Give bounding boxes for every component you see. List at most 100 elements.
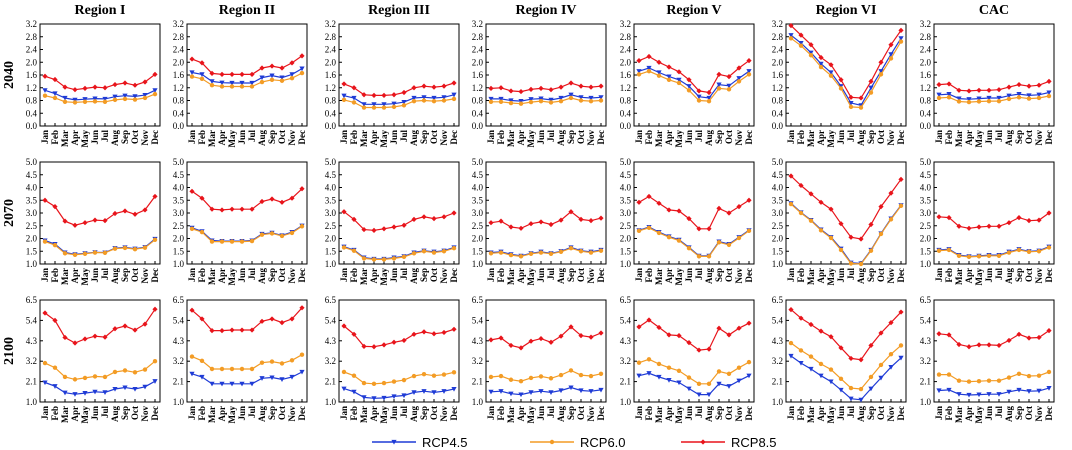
data-point (249, 71, 255, 77)
x-tick-label: Jan (187, 406, 197, 420)
panel: 0.0 0.4 0.8 1.2 1.6 2.0 2.4 2.8 3.2 Jan Feb Mar Apr M… (772, 19, 907, 148)
y-tick-label: 3.2 (920, 356, 931, 366)
y-tick-label: 1.0 (472, 259, 484, 269)
x-tick-label: Aug (110, 268, 120, 285)
row-title: 2100 (2, 337, 17, 365)
data-point (371, 105, 377, 110)
panel: 1.0 1.5 2.0 2.5 3.0 3.5 4.0 4.5 5.0 Jan Feb Mar Apr M… (620, 157, 755, 286)
data-point (568, 80, 574, 86)
y-tick-label: 1.2 (173, 83, 184, 93)
series-line (44, 239, 156, 256)
x-tick-label: Jan (486, 268, 496, 282)
legend-label: RCP8.5 (731, 435, 777, 450)
data-point (411, 216, 417, 222)
y-tick-label: 3.2 (620, 356, 631, 366)
x-tick-label: Jun (984, 268, 994, 283)
data-point (299, 53, 305, 59)
series-line (191, 72, 303, 88)
x-tick-label: Jul (399, 130, 409, 143)
y-tick-label: 5.0 (26, 157, 38, 167)
x-tick-label: Jul (694, 268, 704, 281)
data-point (656, 361, 662, 367)
data-point (142, 95, 148, 101)
data-point (558, 98, 564, 104)
data-point (508, 377, 514, 382)
data-point (498, 99, 504, 104)
data-point (936, 81, 942, 88)
data-point (508, 342, 514, 349)
y-tick-label: 3.5 (620, 195, 632, 205)
x-tick-label: Oct (130, 268, 140, 282)
x-tick-label: Aug (856, 268, 866, 285)
data-point (558, 84, 564, 90)
data-point (1006, 375, 1012, 380)
data-point (259, 75, 265, 81)
column-title: Region IV (515, 3, 576, 18)
data-point (498, 250, 504, 255)
data-point (421, 371, 427, 377)
data-point (381, 102, 387, 107)
x-tick-label: Apr (964, 406, 974, 422)
x-tick-label: Mar (806, 406, 816, 423)
x-tick-label: Jun (836, 406, 846, 421)
y-tick-label: 1.0 (173, 397, 185, 407)
data-point (746, 69, 752, 74)
y-tick-label: 0.8 (620, 96, 632, 106)
y-tick-label: 2.8 (620, 32, 632, 42)
data-point (341, 97, 347, 103)
y-tick-label: 1.0 (620, 259, 632, 269)
y-tick-label: 2.8 (920, 32, 932, 42)
x-tick-label: Feb (349, 406, 359, 421)
data-point (888, 52, 894, 57)
y-tick-label: 0.4 (472, 108, 484, 118)
y-tick-label: 2.1 (26, 377, 37, 387)
data-point (808, 50, 814, 56)
data-point (848, 100, 854, 106)
data-point (62, 334, 68, 341)
x-tick-label: Dec (449, 406, 459, 421)
data-point (421, 214, 427, 220)
x-tick-label: Jan (634, 406, 644, 420)
x-tick-label: Aug (257, 268, 267, 285)
x-tick-label: Aug (856, 406, 866, 423)
x-tick-label: Aug (704, 406, 714, 423)
data-point (219, 71, 225, 77)
data-point (716, 86, 722, 91)
data-point (112, 246, 118, 251)
x-tick-label: Feb (796, 268, 806, 283)
data-point (976, 87, 982, 93)
x-tick-label: Jul (546, 130, 556, 143)
data-point (528, 375, 534, 381)
data-point (736, 204, 742, 210)
y-tick-label: 2.0 (620, 57, 632, 67)
data-point (568, 92, 574, 98)
y-tick-label: 3.2 (620, 19, 631, 29)
y-tick-label: 4.3 (325, 336, 337, 346)
data-point (249, 80, 255, 86)
data-point (421, 83, 427, 89)
data-point (746, 228, 752, 234)
data-point (518, 101, 524, 106)
data-point (341, 93, 347, 99)
legend-item: RCP4.5 (372, 435, 468, 450)
panel: 0.0 0.4 0.8 1.2 1.6 2.0 2.4 2.8 3.2 Jan Feb Mar Apr M… (173, 19, 308, 148)
data-point (1016, 371, 1022, 377)
data-point (878, 72, 884, 77)
data-point (391, 224, 397, 230)
x-tick-label: Mar (806, 130, 816, 147)
y-tick-label: 5.0 (325, 157, 337, 167)
data-point (808, 53, 814, 58)
data-point (868, 248, 874, 253)
data-point (351, 373, 357, 378)
x-tick-label: Apr (664, 268, 674, 284)
y-tick-label: 6.5 (620, 295, 632, 305)
data-point (518, 254, 524, 259)
data-point (451, 326, 457, 332)
series-line (44, 238, 156, 255)
y-tick-label: 4.3 (920, 336, 932, 346)
x-tick-label: Sep (267, 268, 277, 282)
data-point (736, 365, 742, 370)
x-tick-label: Sep (120, 406, 130, 420)
y-tick-label: 3.2 (772, 19, 783, 29)
y-tick-label: 3.2 (472, 356, 483, 366)
